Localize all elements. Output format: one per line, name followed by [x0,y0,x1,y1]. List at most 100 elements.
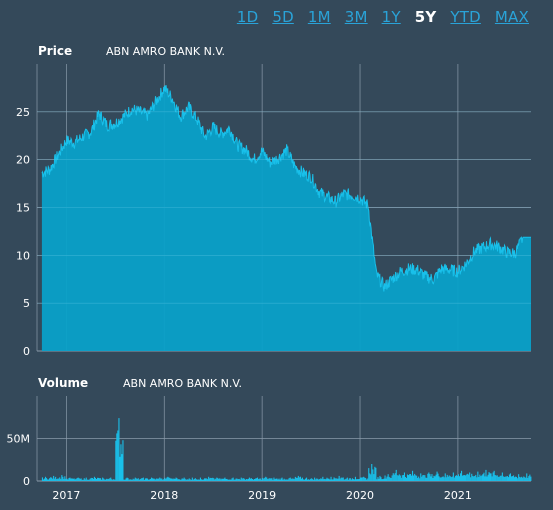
volume-tick [169,477,171,481]
volume-tick [188,478,190,481]
volume-tick [335,478,337,481]
volume-tick [365,478,367,481]
volume-tick [113,479,115,481]
volume-bar [183,477,185,481]
volume-tick [74,479,76,481]
volume-tick [47,479,49,481]
volume-tick [97,477,99,481]
volume-tick [525,477,527,481]
x-tick-label: 2018 [150,489,178,502]
volume-tick [171,478,173,481]
range-1d[interactable]: 1D [236,8,259,26]
volume-bar [363,476,365,482]
volume-tick [125,478,127,481]
volume-tick [445,477,447,481]
volume-tick [301,477,303,481]
volume-tick [446,474,448,481]
volume-tick [112,479,114,481]
volume-tick [520,477,522,481]
volume-tick [269,478,271,481]
volume-tick [386,476,388,481]
volume-tick [270,478,272,481]
volume-tick [334,478,336,481]
volume-tick [298,477,300,481]
volume-tick [430,476,432,481]
volume-tick [484,476,486,481]
x-axis: 2017 2018 2019 2020 2021 [52,489,472,502]
range-5y[interactable]: 5Y [414,8,437,26]
volume-tick [475,474,477,481]
volume-bar [338,475,340,481]
volume-bar [159,477,161,481]
volume-bar [354,476,356,482]
volume-tick [228,479,230,481]
volume-tick [523,476,525,481]
volume-tick [111,479,113,481]
volume-bar [428,472,430,481]
volume-tick [122,440,124,481]
range-max[interactable]: MAX [494,8,529,26]
volume-tick [435,474,437,481]
range-1y[interactable]: 1Y [381,8,401,26]
volume-tick [109,478,111,481]
volume-tick [364,477,366,481]
volume-tick [86,479,88,481]
volume-tick [318,479,320,481]
price-line [41,85,531,292]
volume-tick [162,479,164,481]
range-1m[interactable]: 1M [307,8,331,26]
volume-tick [495,475,497,481]
volume-tick [76,478,78,481]
volume-tick [476,477,478,481]
x-tick-label: 2020 [346,489,374,502]
range-3m[interactable]: 3M [344,8,368,26]
volume-tick [474,476,476,481]
volume-tick [234,479,236,481]
volume-tick [366,479,368,481]
volume-tick [128,479,130,481]
volume-tick [373,474,375,481]
volume-bar [102,477,104,481]
volume-tick [212,477,214,481]
range-ytd[interactable]: YTD [450,8,481,26]
volume-tick [434,476,436,481]
volume-subtitle: ABN AMRO BANK N.V. [123,377,242,390]
volume-bar [208,476,210,482]
volume-tick [457,474,459,481]
x-tick-label: 2019 [248,489,276,502]
volume-tick [155,479,157,481]
volume-bar [265,476,267,482]
volume-tick [416,475,418,481]
volume-tick [442,476,444,481]
volume-tick [528,476,530,481]
volume-tick [231,478,233,481]
volume-tick [276,478,278,481]
volume-tick [195,479,197,481]
volume-tick [439,477,441,481]
volume-tick [101,479,103,481]
volume-bar [493,470,495,481]
range-5d[interactable]: 5D [272,8,294,26]
volume-tick [343,479,345,481]
volume-title: Volume [38,376,88,390]
volume-tick [156,478,158,481]
volume-tick [404,476,406,481]
volume-tick [432,478,434,481]
volume-tick [480,476,482,481]
volume-tick [172,479,174,481]
volume-tick [481,475,483,481]
volume-tick [449,476,451,481]
volume-tick [187,479,189,481]
volume-tick [437,473,439,481]
volume-tick [78,478,80,481]
volume-tick [360,477,362,481]
volume-tick [383,478,385,481]
volume-tick [321,478,323,481]
volume-tick [438,476,440,481]
volume-tick [227,479,229,481]
volume-tick [401,475,403,481]
volume-tick [256,478,258,481]
volume-bar [110,477,112,481]
volume-bar [151,477,153,481]
